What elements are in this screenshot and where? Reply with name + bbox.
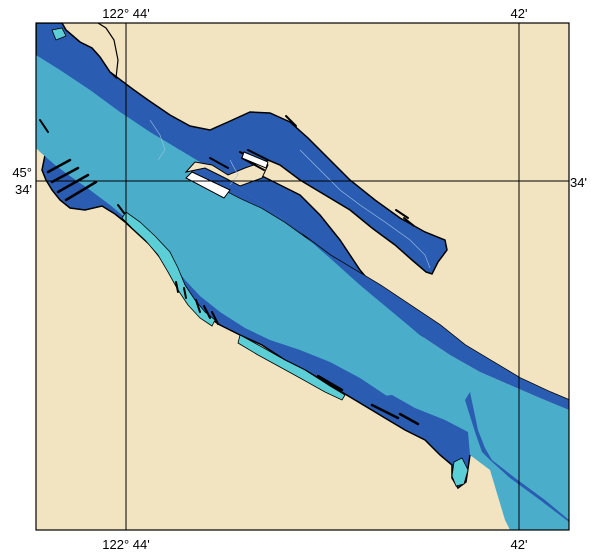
left-lat-min-label: 34' [15, 182, 32, 197]
left-lat-deg-label: 45° [12, 165, 32, 180]
north-shoreline-fill [190, 168, 569, 410]
tidal-flat-point [451, 457, 469, 487]
piers [39, 115, 420, 426]
dock-highlights [185, 151, 269, 199]
right-lat-label: 34' [570, 175, 587, 190]
top-lon-label-2: 42' [510, 6, 528, 21]
top-lon-label-1: 122° 44' [102, 6, 150, 21]
tidal-flat-top [51, 27, 67, 41]
bottom-lon-label-1: 122° 44' [102, 537, 150, 552]
bottom-lon-label-2: 42' [510, 537, 528, 552]
top-shoreline [61, 23, 119, 80]
tidal-flat-mid-bank [237, 334, 346, 401]
map-frame [35, 22, 570, 531]
graticule [36, 23, 569, 530]
deep-water-channel [36, 55, 569, 530]
shallow-water-contour [149, 119, 431, 269]
tidal-flat-left-bank [121, 211, 216, 327]
